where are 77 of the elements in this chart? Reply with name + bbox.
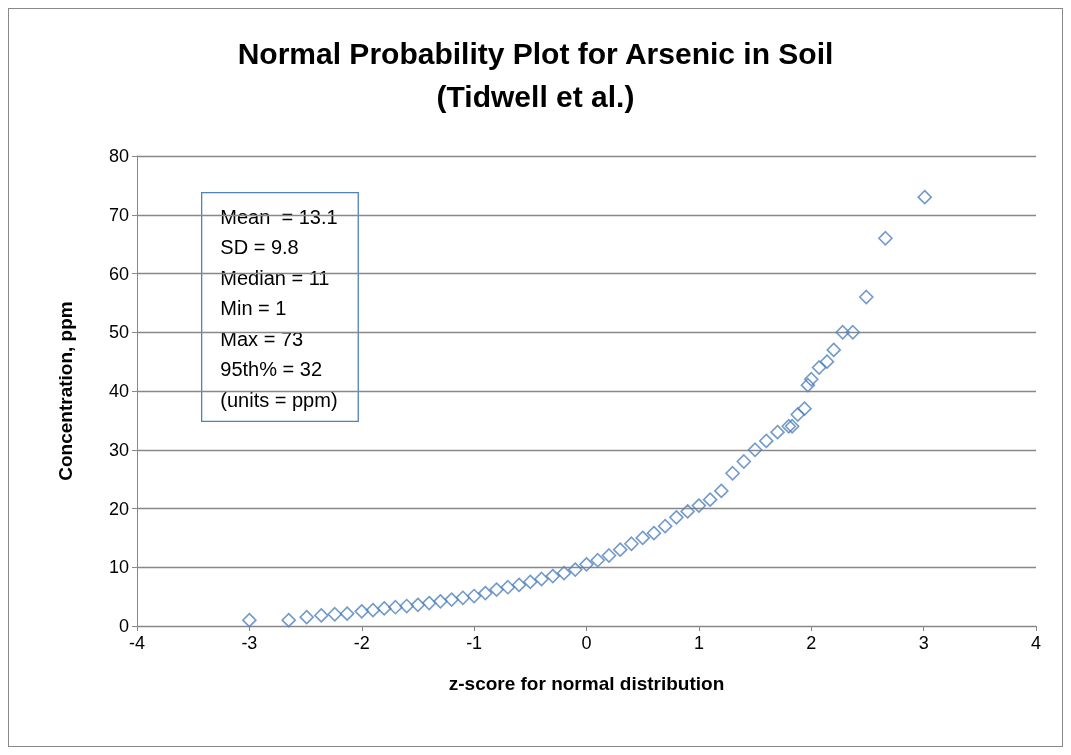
x-axis-title: z-score for normal distribution — [448, 673, 725, 694]
y-tick-label: 0 — [118, 616, 129, 636]
y-tick-label: 60 — [108, 263, 129, 284]
point — [601, 548, 617, 563]
y-tick-label: 30 — [108, 439, 129, 460]
y-axis-title: Concentration, ppm — [55, 301, 76, 481]
point — [365, 602, 381, 618]
y-tick-label: 20 — [108, 498, 129, 519]
point — [635, 530, 650, 546]
x-tick-label: -2 — [353, 633, 370, 653]
point — [281, 612, 297, 628]
point — [534, 571, 549, 587]
point — [835, 324, 851, 340]
point — [680, 504, 695, 519]
y-tick-label: 10 — [108, 557, 129, 578]
point — [299, 609, 314, 625]
x-tick-label: 2 — [806, 633, 817, 653]
point — [669, 510, 684, 525]
chart-title: Normal Probability Plot for Arsenic in Soil (Tidwell et al.) — [237, 37, 834, 113]
point — [702, 492, 718, 507]
x-tick-label: -3 — [241, 633, 258, 653]
y-tick-label: 50 — [108, 322, 129, 343]
point — [523, 574, 538, 590]
x-tick-label: 0 — [581, 633, 592, 653]
point — [811, 360, 827, 375]
point — [242, 612, 257, 628]
point — [691, 498, 707, 513]
point — [624, 536, 639, 552]
point — [399, 598, 414, 614]
x-tick-label: -1 — [466, 633, 483, 653]
point — [878, 230, 893, 246]
point — [612, 542, 628, 557]
point — [845, 324, 861, 340]
point — [545, 568, 561, 584]
point — [327, 606, 343, 622]
point — [421, 595, 437, 611]
point — [466, 588, 482, 604]
point — [803, 371, 819, 387]
y-tick-label: 70 — [108, 204, 129, 225]
point — [800, 377, 816, 393]
x-tick-label: 3 — [918, 633, 929, 653]
point — [747, 442, 763, 458]
point — [339, 606, 355, 621]
point — [433, 594, 448, 609]
point — [478, 585, 493, 601]
point — [917, 189, 933, 205]
point — [790, 407, 806, 422]
point — [579, 557, 594, 572]
x-tick-label: 1 — [693, 633, 704, 653]
y-tick-label: 80 — [108, 146, 129, 166]
point — [714, 483, 729, 499]
point — [819, 354, 835, 369]
point — [410, 597, 426, 613]
point — [511, 577, 527, 593]
x-tick-label: -4 — [128, 633, 146, 653]
x-tick-label: 4 — [1030, 633, 1042, 653]
point — [388, 599, 403, 615]
point — [500, 579, 516, 595]
point — [455, 590, 471, 606]
point — [354, 604, 370, 619]
point — [646, 525, 662, 541]
point — [567, 562, 583, 577]
point — [314, 608, 329, 623]
point — [770, 424, 785, 440]
point — [657, 518, 673, 534]
point — [736, 454, 752, 469]
point — [826, 342, 842, 358]
point — [759, 433, 774, 449]
point — [590, 552, 606, 568]
point — [444, 592, 459, 607]
point — [797, 401, 812, 416]
point — [556, 565, 572, 581]
point — [376, 601, 392, 616]
point — [859, 289, 874, 305]
y-tick-label: 40 — [108, 381, 129, 401]
point — [489, 582, 504, 597]
point — [725, 465, 740, 481]
